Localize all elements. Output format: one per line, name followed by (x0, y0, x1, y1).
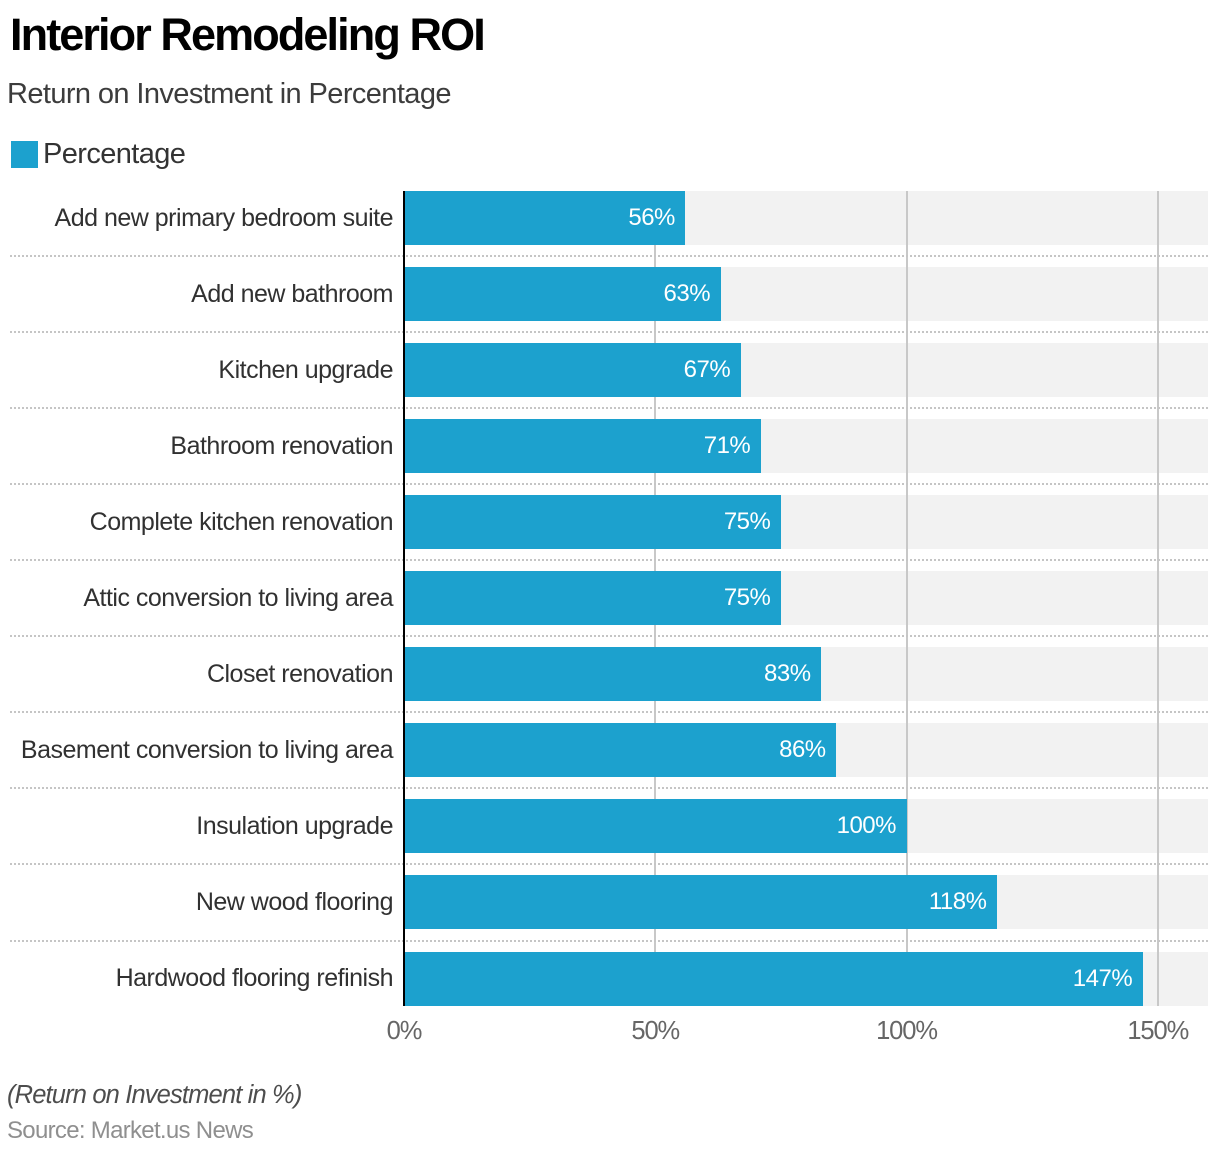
row-separator (10, 939, 1208, 942)
bar[interactable]: 67% (404, 343, 741, 398)
bar-value-label: 56% (628, 204, 675, 232)
bar[interactable]: 75% (404, 495, 781, 550)
legend-swatch (11, 140, 38, 168)
row-separator (10, 863, 1208, 866)
bar-value-label: 86% (779, 736, 826, 764)
category-label: Closet renovation (206, 659, 394, 688)
category-label: New wood flooring (195, 887, 394, 916)
category-label: Add new primary bedroom suite (54, 203, 394, 232)
bar[interactable]: 86% (404, 723, 837, 778)
bar[interactable]: 71% (404, 419, 761, 474)
gridline (1156, 191, 1159, 1006)
bar[interactable]: 75% (404, 571, 781, 626)
chart-subtitle: Return on Investment in Percentage (7, 77, 451, 110)
bar-value-label: 83% (764, 660, 811, 688)
bar-value-label: 63% (663, 280, 711, 308)
legend-label: Percentage (43, 137, 186, 170)
row-separator (10, 255, 1208, 258)
bar[interactable]: 118% (404, 875, 997, 930)
bar-value-label: 67% (683, 356, 731, 384)
row-separator (10, 407, 1208, 410)
y-axis-line (402, 191, 406, 1006)
bar[interactable]: 83% (404, 647, 822, 702)
bar-value-label: 118% (928, 888, 987, 916)
x-tick-label: 50% (631, 1016, 680, 1045)
category-label: Add new bathroom (191, 279, 393, 308)
legend[interactable]: Percentage (11, 137, 186, 170)
bar[interactable]: 56% (404, 191, 686, 246)
row-separator (10, 483, 1208, 486)
gridline (905, 191, 908, 1006)
x-tick-label: 150% (1127, 1016, 1189, 1045)
row-separator (10, 635, 1208, 638)
row-separator (10, 711, 1208, 714)
bar[interactable]: 147% (404, 951, 1143, 1006)
category-label: Complete kitchen renovation (89, 507, 394, 536)
bar[interactable]: 100% (404, 799, 907, 854)
chart-title: Interior Remodeling ROI (10, 9, 486, 60)
x-tick-label: 100% (876, 1016, 938, 1045)
bar-value-label: 100% (836, 812, 897, 840)
bar-value-label: 147% (1072, 964, 1133, 992)
category-label: Bathroom renovation (170, 431, 393, 460)
category-label: Attic conversion to living area (83, 583, 393, 612)
row-separator (10, 787, 1208, 790)
bar-value-label: 71% (703, 432, 751, 460)
bar-value-label: 75% (723, 508, 771, 536)
chart-source: Source: Market.us News (7, 1116, 254, 1144)
category-label: Basement conversion to living area (20, 735, 394, 764)
x-tick-label: 0% (386, 1016, 423, 1045)
chart-footnote: (Return on Investment in %) (7, 1080, 302, 1109)
bar-value-label: 75% (723, 584, 771, 612)
row-separator (10, 331, 1208, 334)
category-label: Hardwood flooring refinish (115, 964, 394, 992)
category-label: Kitchen upgrade (218, 355, 393, 384)
category-label: Insulation upgrade (196, 811, 393, 840)
row-separator (10, 559, 1208, 562)
bar[interactable]: 63% (404, 267, 721, 322)
